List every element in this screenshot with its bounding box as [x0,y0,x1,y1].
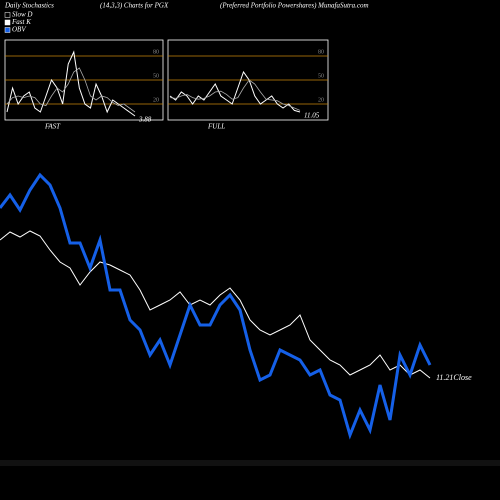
value-label: 11.05 [304,112,320,120]
stoch-line [6,67,136,113]
y-tick-label: 50 [318,73,324,79]
series-line [0,172,432,440]
header-left: Daily Stochastics [4,2,54,10]
series-line [0,230,431,379]
y-tick-label: 50 [153,73,159,79]
y-tick-label: 80 [318,49,324,55]
y-tick-label: 20 [318,97,324,103]
header-middle: (14,3,3) Charts for PGX [100,2,169,10]
header-right: (Preferred Portfolio Powershares) Munafa… [220,2,369,10]
legend-label: Slow D [12,11,32,19]
stoch-line [169,70,301,113]
close-label: 11.21Close [436,373,472,382]
panel-label: FAST [44,123,61,131]
legend-label: OBV [12,26,26,34]
legend-swatch [4,27,11,33]
value-label: 3.88 [138,116,152,124]
legend-swatch [4,12,11,18]
stoch-line [169,79,301,111]
panel-label: FULL [207,123,225,131]
y-tick-label: 20 [153,97,159,103]
stoch-line [6,50,136,117]
legend-swatch [4,19,11,26]
bottom-strip [0,460,500,466]
y-tick-label: 80 [153,49,159,55]
legend-label: Fast K [11,18,31,26]
